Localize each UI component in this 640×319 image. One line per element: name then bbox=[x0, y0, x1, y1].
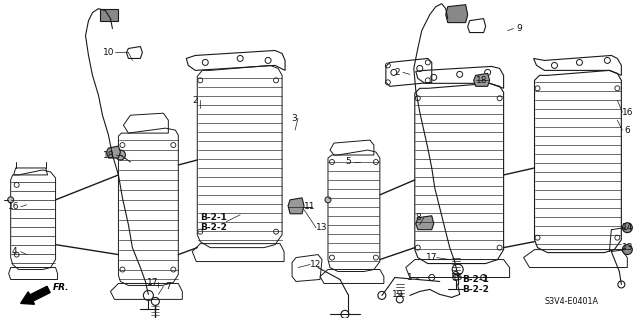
Text: 14: 14 bbox=[621, 223, 633, 232]
Polygon shape bbox=[474, 73, 490, 86]
Text: 12: 12 bbox=[310, 260, 322, 269]
Text: 4: 4 bbox=[12, 247, 17, 256]
Text: 13: 13 bbox=[621, 243, 633, 252]
Text: 8: 8 bbox=[415, 213, 420, 222]
Text: 9: 9 bbox=[516, 24, 522, 33]
Text: 10: 10 bbox=[102, 48, 114, 57]
Polygon shape bbox=[100, 9, 118, 21]
Text: 17: 17 bbox=[147, 278, 158, 287]
Text: 5: 5 bbox=[345, 158, 351, 167]
Text: 18: 18 bbox=[476, 76, 488, 85]
Polygon shape bbox=[288, 198, 304, 214]
Circle shape bbox=[325, 197, 331, 203]
Text: FR.: FR. bbox=[52, 283, 69, 292]
Circle shape bbox=[622, 223, 632, 233]
Circle shape bbox=[115, 150, 125, 160]
Text: 7: 7 bbox=[166, 282, 172, 291]
Text: S3V4-E0401A: S3V4-E0401A bbox=[545, 297, 598, 306]
Text: 2: 2 bbox=[394, 68, 399, 77]
Circle shape bbox=[622, 245, 632, 255]
Text: 17: 17 bbox=[426, 253, 438, 262]
Text: 19: 19 bbox=[392, 290, 404, 299]
Text: B-2-2: B-2-2 bbox=[200, 223, 227, 232]
Text: 16: 16 bbox=[621, 108, 633, 117]
Text: 11: 11 bbox=[304, 202, 316, 211]
Text: 16: 16 bbox=[8, 202, 19, 211]
Circle shape bbox=[8, 197, 13, 203]
FancyArrow shape bbox=[20, 286, 50, 304]
Text: B-2-1: B-2-1 bbox=[462, 275, 489, 284]
Text: B-2-2: B-2-2 bbox=[462, 285, 489, 294]
Polygon shape bbox=[106, 146, 120, 158]
Text: B-2-1: B-2-1 bbox=[200, 213, 227, 222]
Polygon shape bbox=[445, 5, 468, 23]
Text: 3: 3 bbox=[291, 114, 297, 123]
Text: 6: 6 bbox=[625, 126, 630, 135]
Text: 1: 1 bbox=[407, 273, 413, 282]
Text: 15: 15 bbox=[452, 273, 463, 282]
Text: 2: 2 bbox=[193, 96, 198, 105]
Polygon shape bbox=[416, 216, 434, 230]
Text: 18: 18 bbox=[102, 151, 114, 160]
Text: 13: 13 bbox=[316, 223, 328, 232]
